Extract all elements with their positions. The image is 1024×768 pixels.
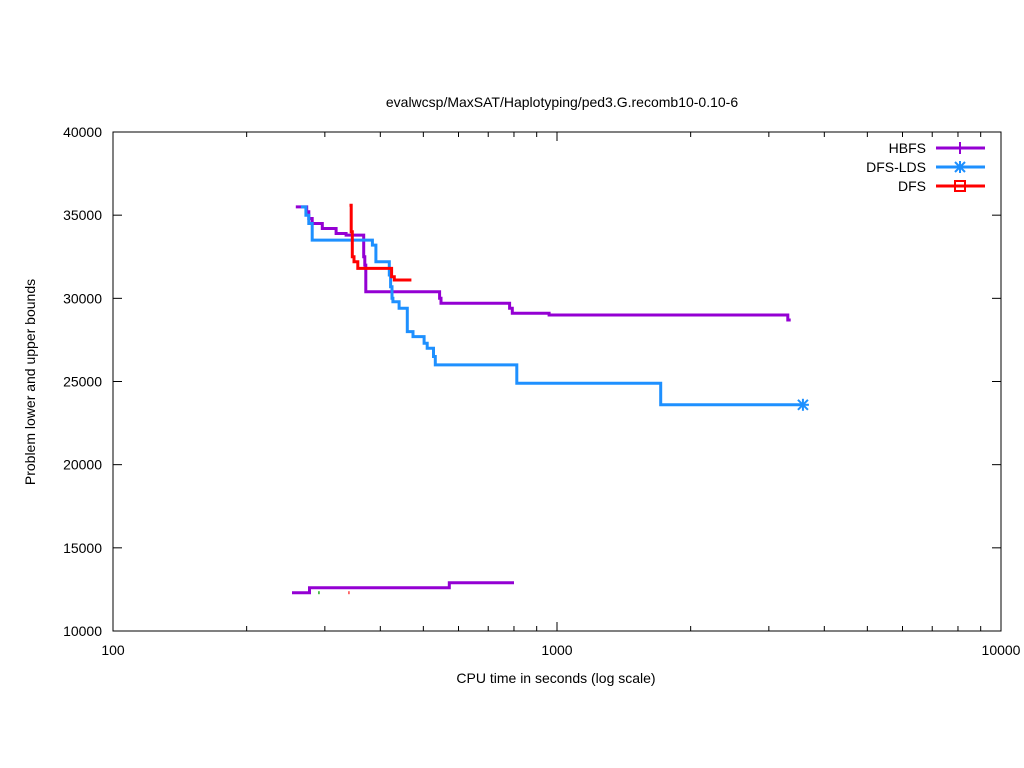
axis-ticks: 10000 15000 20000 25000 30000 35000 40000 100 10… xyxy=(63,124,1021,658)
y-tick-label-6: 40000 xyxy=(63,124,102,140)
series-hbfs-lower-bound-line xyxy=(292,581,514,595)
series-layer xyxy=(292,203,809,595)
x-tick-label-2: 10000 xyxy=(982,642,1021,658)
legend-marker-2 xyxy=(954,180,966,192)
y-tick-label-2: 20000 xyxy=(63,457,102,473)
y-tick-label-5: 35000 xyxy=(63,207,102,223)
y-tick-label-3: 25000 xyxy=(63,374,102,390)
series-hbfs-line xyxy=(295,205,791,322)
series-dfs-line xyxy=(349,203,412,282)
series-dfs-lds-line xyxy=(300,205,803,407)
y-tick-label-1: 15000 xyxy=(63,540,102,556)
x-tick-label-0: 100 xyxy=(101,642,125,658)
legend-label-2: DFS xyxy=(898,178,926,194)
end-marker-0 xyxy=(796,398,809,411)
x-axis-label: CPU time in seconds (log scale) xyxy=(456,670,655,686)
x-tick-label-1: 1000 xyxy=(541,642,572,658)
plot-frame xyxy=(112,131,1002,632)
legend-label-0: HBFS xyxy=(889,140,926,156)
y-axis-label: Problem lower and upper bounds xyxy=(22,279,38,485)
legend-marker-1 xyxy=(954,161,966,173)
y-tick-label-4: 30000 xyxy=(63,290,102,306)
chart-title: evalwcsp/MaxSAT/Haplotyping/ped3.G.recom… xyxy=(386,94,738,110)
y-tick-label-0: 10000 xyxy=(63,623,102,639)
legend: HBFS DFS-LDS DFS xyxy=(866,140,985,194)
legend-marker-0 xyxy=(954,142,966,154)
legend-label-1: DFS-LDS xyxy=(866,159,926,175)
